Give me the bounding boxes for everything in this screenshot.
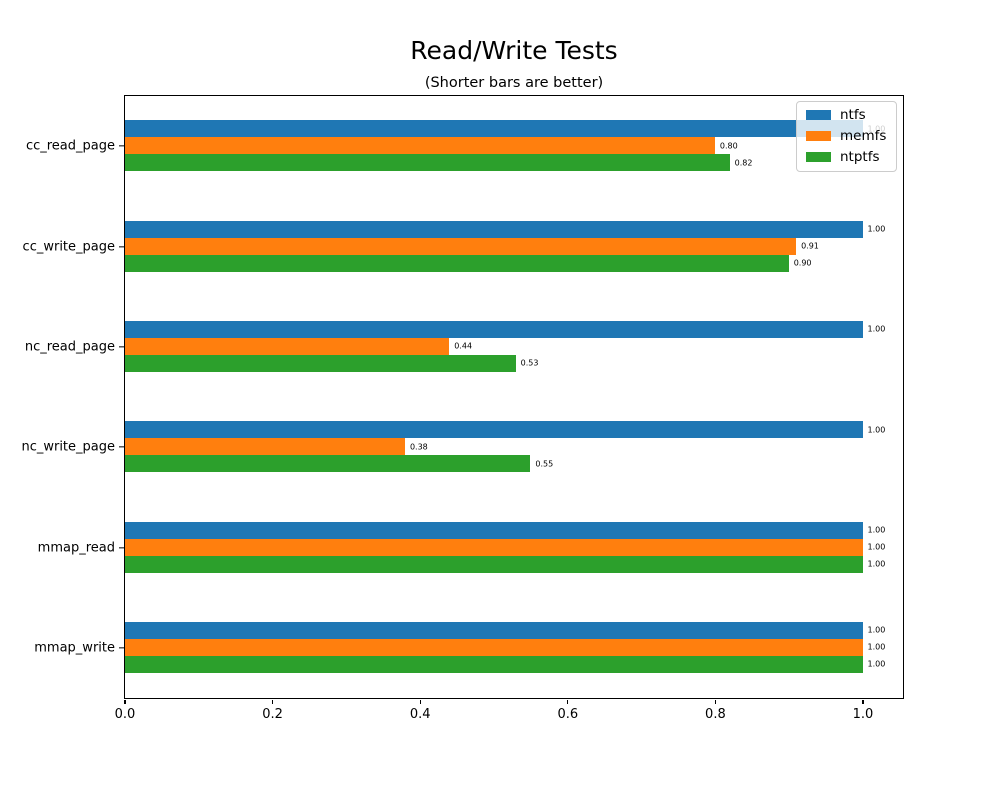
value-label-ntfs-mmap_write: 1.00: [867, 625, 886, 635]
value-label-ntptfs-mmap_write: 1.00: [867, 659, 886, 669]
legend-swatch-ntfs: [806, 110, 831, 120]
x-tick-mark: [271, 699, 274, 704]
x-tick-mark: [862, 699, 864, 704]
value-label-memfs-nc_read_page: 0.44: [454, 341, 473, 351]
bar-ntfs-mmap_read: [124, 521, 863, 539]
value-label-memfs-cc_write_page: 0.91: [801, 241, 819, 251]
bar-memfs-cc_read_page: [124, 137, 715, 155]
value-label-ntfs-nc_read_page: 1.00: [867, 324, 886, 334]
chart-title: Read/Write Tests: [410, 36, 618, 65]
legend-label-ntptfs: ntptfs: [840, 149, 880, 165]
bar-ntfs-cc_write_page: [124, 220, 863, 238]
value-label-memfs-mmap_write: 1.00: [867, 642, 886, 652]
legend-entry-ntptfs: ntptfs: [797, 149, 896, 165]
y-axis-label-mmap_read: mmap_read: [37, 540, 115, 555]
bar-memfs-mmap_write: [124, 638, 863, 656]
bar-ntfs-nc_write_page: [124, 421, 863, 439]
value-label-memfs-mmap_read: 1.00: [867, 542, 886, 552]
bar-ntfs-nc_read_page: [124, 320, 863, 338]
bar-memfs-mmap_read: [124, 538, 863, 556]
legend-entry-memfs: memfs: [797, 128, 896, 144]
value-label-ntptfs-nc_write_page: 0.55: [535, 459, 554, 469]
x-axis-label-0.6: 0.6: [557, 707, 579, 722]
legend-entry-ntfs: ntfs: [797, 107, 896, 123]
bar-memfs-nc_read_page: [124, 337, 450, 355]
value-label-ntfs-nc_write_page: 1.00: [867, 425, 886, 435]
y-axis-label-mmap_write: mmap_write: [34, 640, 115, 656]
value-label-ntfs-cc_write_page: 1.00: [867, 224, 886, 234]
value-label-memfs-cc_read_page: 0.80: [719, 141, 738, 151]
x-axis-label-0.8: 0.8: [705, 707, 726, 722]
y-tick-mark: [119, 346, 124, 348]
legend-label-ntfs: ntfs: [840, 107, 866, 123]
x-axis-label-0.2: 0.2: [262, 707, 283, 722]
x-axis-label-0.0: 0.0: [114, 707, 136, 722]
y-tick-mark: [119, 647, 124, 649]
x-tick-mark: [419, 699, 421, 704]
bar-memfs-nc_write_page: [124, 438, 405, 456]
x-tick-mark: [567, 699, 569, 704]
y-tick-mark: [119, 245, 124, 248]
bar-ntfs-mmap_write: [124, 621, 863, 639]
x-axis-label-0.4: 0.4: [409, 707, 431, 722]
y-tick-mark: [119, 446, 124, 448]
y-axis-label-cc_write_page: cc_write_page: [22, 239, 115, 254]
value-label-ntptfs-mmap_read: 1.00: [867, 559, 886, 569]
y-axis-label-cc_read_page: cc_read_page: [25, 138, 115, 154]
bar-ntptfs-nc_read_page: [124, 354, 516, 372]
chart-subtitle: (Shorter bars are better): [424, 75, 604, 91]
legend-label-memfs: memfs: [840, 128, 887, 144]
value-label-ntptfs-cc_read_page: 0.82: [734, 158, 753, 168]
value-label-ntptfs-cc_write_page: 0.90: [793, 258, 812, 268]
legend: ntfs memfs ntptfs: [796, 100, 897, 172]
y-tick-mark: [119, 546, 124, 549]
bar-ntptfs-nc_write_page: [124, 455, 531, 473]
x-tick-mark: [714, 699, 717, 704]
bar-memfs-cc_write_page: [124, 237, 797, 255]
bar-ntptfs-cc_read_page: [124, 154, 730, 172]
value-label-ntptfs-nc_read_page: 0.53: [520, 358, 539, 368]
bar-ntptfs-cc_write_page: [124, 254, 789, 272]
plot-area: 1.00 0.80 0.82 1.00 0.91 0.90 1.00 0.44 0.53 1.00…: [123, 94, 904, 699]
y-axis-label-nc_read_page: nc_read_page: [24, 339, 115, 355]
value-label-memfs-nc_write_page: 0.38: [409, 442, 428, 452]
bar-ntfs-cc_read_page: [124, 120, 863, 138]
bar-ntptfs-mmap_read: [124, 555, 863, 573]
bar-ntptfs-mmap_write: [124, 655, 863, 673]
x-axis-label-1.0: 1.0: [852, 707, 874, 722]
x-tick-mark: [124, 699, 126, 704]
y-axis-label-nc_write_page: nc_write_page: [21, 439, 115, 455]
legend-swatch-memfs: [806, 131, 831, 141]
y-tick-mark: [119, 145, 124, 147]
legend-swatch-ntptfs: [806, 152, 831, 162]
value-label-ntfs-mmap_read: 1.00: [867, 525, 886, 535]
